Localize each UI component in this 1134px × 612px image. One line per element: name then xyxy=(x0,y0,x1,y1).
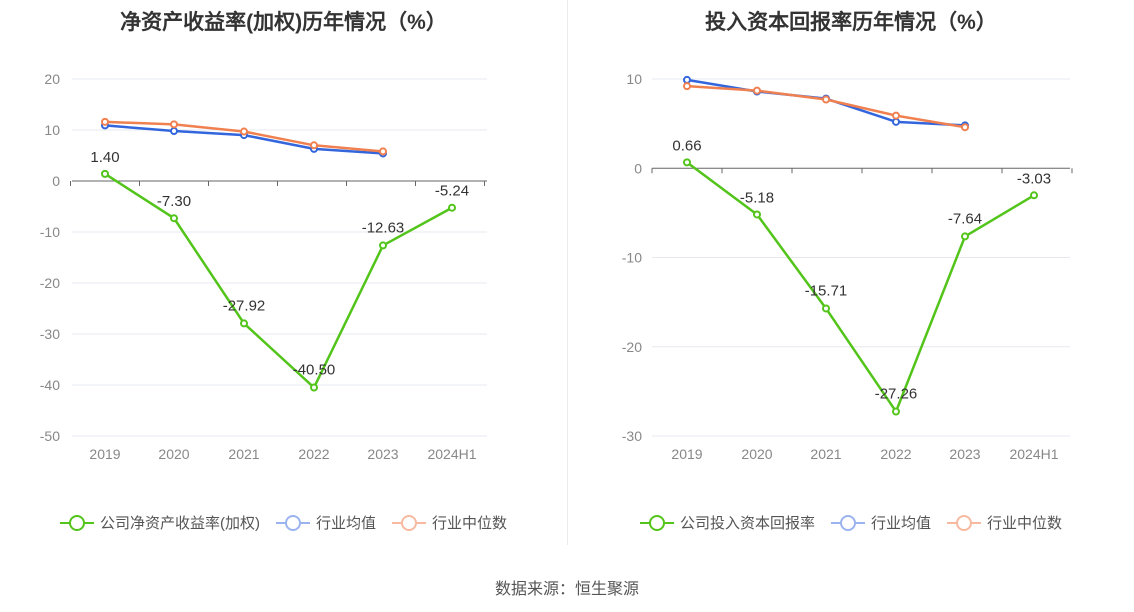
x-tick-label: 2022 xyxy=(298,446,329,462)
roe-chart-panel: 净资产收益率(加权)历年情况（%） 20 10 0 -10 -20 -30 -40 -50 20… xyxy=(0,0,567,545)
x-tick-label: 2024H1 xyxy=(1009,446,1058,462)
y-tick-label: 0 xyxy=(634,160,642,176)
x-tick-label: 2019 xyxy=(671,446,702,462)
data-point xyxy=(683,75,691,84)
legend-label: 行业均值 xyxy=(870,515,931,532)
data-point xyxy=(892,111,900,120)
legend-item-industry-avg[interactable]: 行业均值 xyxy=(275,512,376,533)
data-point xyxy=(961,123,969,132)
data-label: -40.50 xyxy=(293,362,336,379)
data-label: -5.18 xyxy=(740,189,774,206)
data-point xyxy=(683,82,691,91)
data-label: -5.24 xyxy=(435,183,469,200)
legend-item-company[interactable]: 公司投入资本回报率 xyxy=(639,512,815,533)
y-tick-label: -10 xyxy=(622,250,642,266)
legend-line-icon xyxy=(392,514,426,531)
x-tick-label: 2020 xyxy=(741,446,772,462)
y-tick-label: 10 xyxy=(626,71,642,87)
legend-label: 公司投入资本回报率 xyxy=(679,515,815,532)
data-point xyxy=(683,158,691,167)
data-label: 1.40 xyxy=(90,149,119,166)
legend-label: 行业中位数 xyxy=(987,515,1063,532)
y-tick-label: 10 xyxy=(44,122,60,138)
x-tick-label: 2020 xyxy=(158,446,189,462)
chart-title: 投入资本回报率历年情况（%） xyxy=(705,11,997,34)
data-point xyxy=(101,117,109,126)
legend-line-icon xyxy=(275,514,310,531)
data-label: -15.71 xyxy=(805,282,848,299)
panel-divider xyxy=(567,0,568,545)
chart-title: 净资产收益率(加权)历年情况（%） xyxy=(120,11,447,34)
series-line xyxy=(686,84,966,129)
y-tick-label: -10 xyxy=(40,224,60,240)
legend-line-icon xyxy=(830,514,865,531)
legend-item-company[interactable]: 公司净资产收益率(加权) xyxy=(59,512,260,533)
y-tick-label: -30 xyxy=(622,428,642,444)
data-point xyxy=(822,304,830,313)
chart-legend: 公司投入资本回报率 行业均值 行业中位数 xyxy=(568,512,1134,533)
legend-line-icon xyxy=(947,514,981,531)
data-point xyxy=(310,383,318,392)
data-point xyxy=(101,169,109,178)
data-point xyxy=(170,127,178,136)
data-label: -27.26 xyxy=(875,386,918,403)
x-tick-label: 2024H1 xyxy=(427,446,476,462)
data-label: 0.66 xyxy=(672,137,701,154)
x-tick-label: 2019 xyxy=(89,446,120,462)
y-tick-label: -40 xyxy=(40,377,60,393)
legend-item-industry-median[interactable]: 行业中位数 xyxy=(947,512,1062,533)
data-label: -12.63 xyxy=(362,219,405,236)
x-tick-label: 2021 xyxy=(228,446,259,462)
data-point xyxy=(240,319,248,328)
data-source-note: 数据来源：恒生聚源 xyxy=(494,581,639,598)
data-point xyxy=(379,241,387,250)
data-point xyxy=(448,203,456,212)
data-point xyxy=(240,127,248,136)
x-tick-label: 2023 xyxy=(949,446,980,462)
data-point xyxy=(753,86,761,95)
data-label: -3.03 xyxy=(1017,170,1051,187)
legend-line-icon xyxy=(639,514,674,531)
legend-label: 公司净资产收益率(加权) xyxy=(99,515,260,532)
roic-line-chart: 10 0 -10 -20 -30 2019 2020 2021 2022 2023 2024H1 0.… xyxy=(622,71,1073,462)
data-point xyxy=(892,407,900,416)
data-point xyxy=(170,214,178,223)
legend-item-industry-avg[interactable]: 行业均值 xyxy=(830,512,931,533)
data-label: -7.30 xyxy=(157,193,191,210)
legend-line-icon xyxy=(59,514,94,531)
data-label: -27.92 xyxy=(223,297,266,314)
data-point xyxy=(961,232,969,241)
data-point xyxy=(753,210,761,219)
chart-legend: 公司净资产收益率(加权) 行业均值 行业中位数 xyxy=(0,512,567,533)
y-tick-label: -30 xyxy=(40,326,60,342)
legend-item-industry-median[interactable]: 行业中位数 xyxy=(392,512,507,533)
data-point xyxy=(1030,191,1038,200)
x-tick-label: 2023 xyxy=(367,446,398,462)
series-line xyxy=(104,172,453,389)
roe-line-chart: 20 10 0 -10 -20 -30 -40 -50 2019 2020 2021 2022 2023… xyxy=(40,71,487,462)
roic-chart-panel: 投入资本回报率历年情况（%） 10 0 -10 -20 -30 2019 2020 2021 2… xyxy=(568,0,1134,545)
series-line xyxy=(686,161,1035,413)
y-tick-label: -20 xyxy=(40,275,60,291)
y-tick-label: -50 xyxy=(40,428,60,444)
data-point xyxy=(379,147,387,156)
y-tick-label: -20 xyxy=(622,339,642,355)
data-point xyxy=(892,117,900,126)
x-tick-label: 2021 xyxy=(810,446,841,462)
x-tick-label: 2022 xyxy=(880,446,911,462)
legend-label: 行业均值 xyxy=(315,515,376,532)
data-point xyxy=(822,95,830,104)
data-label: -7.64 xyxy=(948,210,982,227)
y-tick-label: 0 xyxy=(52,173,60,189)
data-point xyxy=(170,120,178,129)
legend-label: 行业中位数 xyxy=(432,515,508,532)
y-tick-label: 20 xyxy=(44,71,60,87)
data-point xyxy=(310,141,318,150)
